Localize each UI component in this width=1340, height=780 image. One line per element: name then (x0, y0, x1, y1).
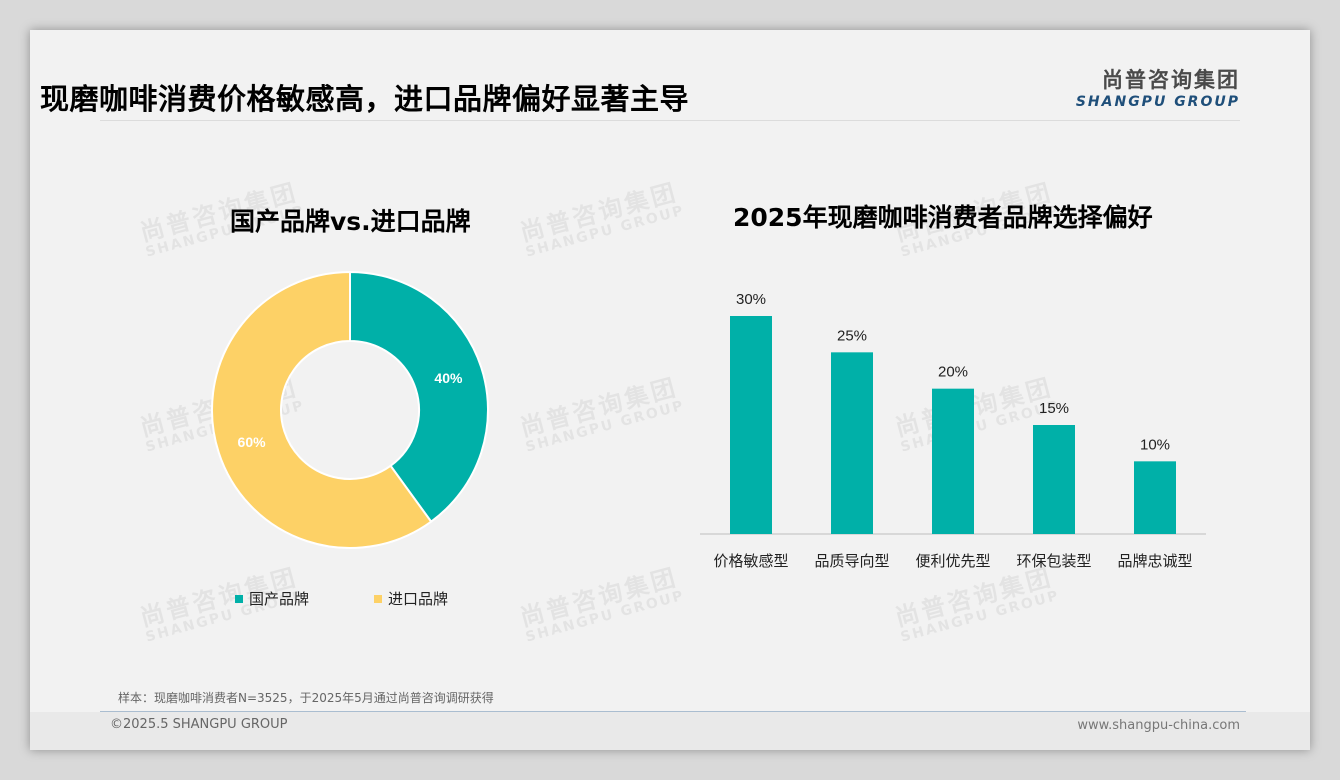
bar-data-label: 15% (1039, 400, 1069, 417)
bar (831, 352, 873, 534)
title-divider (100, 120, 1240, 121)
slide: 现磨咖啡消费价格敏感高，进口品牌偏好显著主导 尚普咨询集团 SHANGPU GR… (30, 30, 1310, 750)
website-link[interactable]: www.shangpu-china.com (1077, 718, 1240, 733)
legend-label-imported: 进口品牌 (388, 590, 449, 608)
x-tick-label: 便利优先型 (915, 553, 990, 570)
copyright-text: ©2025.5 SHANGPU GROUP (110, 717, 288, 732)
company-logo: 尚普咨询集团 SHANGPU GROUP (1076, 64, 1240, 110)
bar-data-label: 25% (837, 327, 867, 344)
donut-slice (349, 270, 489, 524)
donut-data-label: 40% (434, 370, 463, 386)
bar (932, 388, 974, 534)
donut-data-label: 60% (238, 434, 267, 450)
donut-chart-title: 国产品牌vs.进口品牌 (230, 207, 471, 236)
donut-legend: 国产品牌 进口品牌 (235, 588, 448, 609)
bar-data-label: 10% (1140, 436, 1170, 453)
donut-slice (211, 270, 433, 549)
footer-bar (30, 712, 1310, 750)
bar (1033, 425, 1075, 534)
donut-chart: 40% 60% (211, 270, 489, 549)
bar-chart: 30% 价格敏感型 25% 品质导向型 20% 便利优先型 15% 环保包装型 10% 品牌忠诚型 (700, 291, 1206, 570)
bar (730, 316, 772, 534)
bar-data-label: 30% (736, 291, 766, 308)
footer-divider (100, 711, 1246, 712)
legend-label-domestic: 国产品牌 (249, 590, 310, 608)
sample-note: 样本：现磨咖啡消费者N=3525，于2025年5月通过尚普咨询调研获得 (118, 691, 494, 705)
page-title: 现磨咖啡消费价格敏感高，进口品牌偏好显著主导 (40, 82, 690, 116)
x-tick-label: 价格敏感型 (713, 553, 788, 570)
bar (1134, 461, 1176, 534)
x-tick-label: 环保包装型 (1016, 553, 1091, 570)
legend-item-imported: 进口品牌 (374, 588, 448, 609)
legend-swatch-domestic (235, 594, 243, 603)
x-tick-label: 品牌忠诚型 (1117, 553, 1192, 570)
x-tick-label: 品质导向型 (814, 553, 889, 570)
logo-chinese-name: 尚普咨询集团 (1102, 68, 1240, 92)
legend-swatch-imported (374, 594, 383, 603)
logo-english-name: SHANGPU GROUP (1075, 94, 1240, 110)
bar-data-label: 20% (938, 364, 968, 381)
legend-item-domestic: 国产品牌 (235, 588, 309, 609)
bar-chart-title: 2025年现磨咖啡消费者品牌选择偏好 (733, 203, 1153, 232)
